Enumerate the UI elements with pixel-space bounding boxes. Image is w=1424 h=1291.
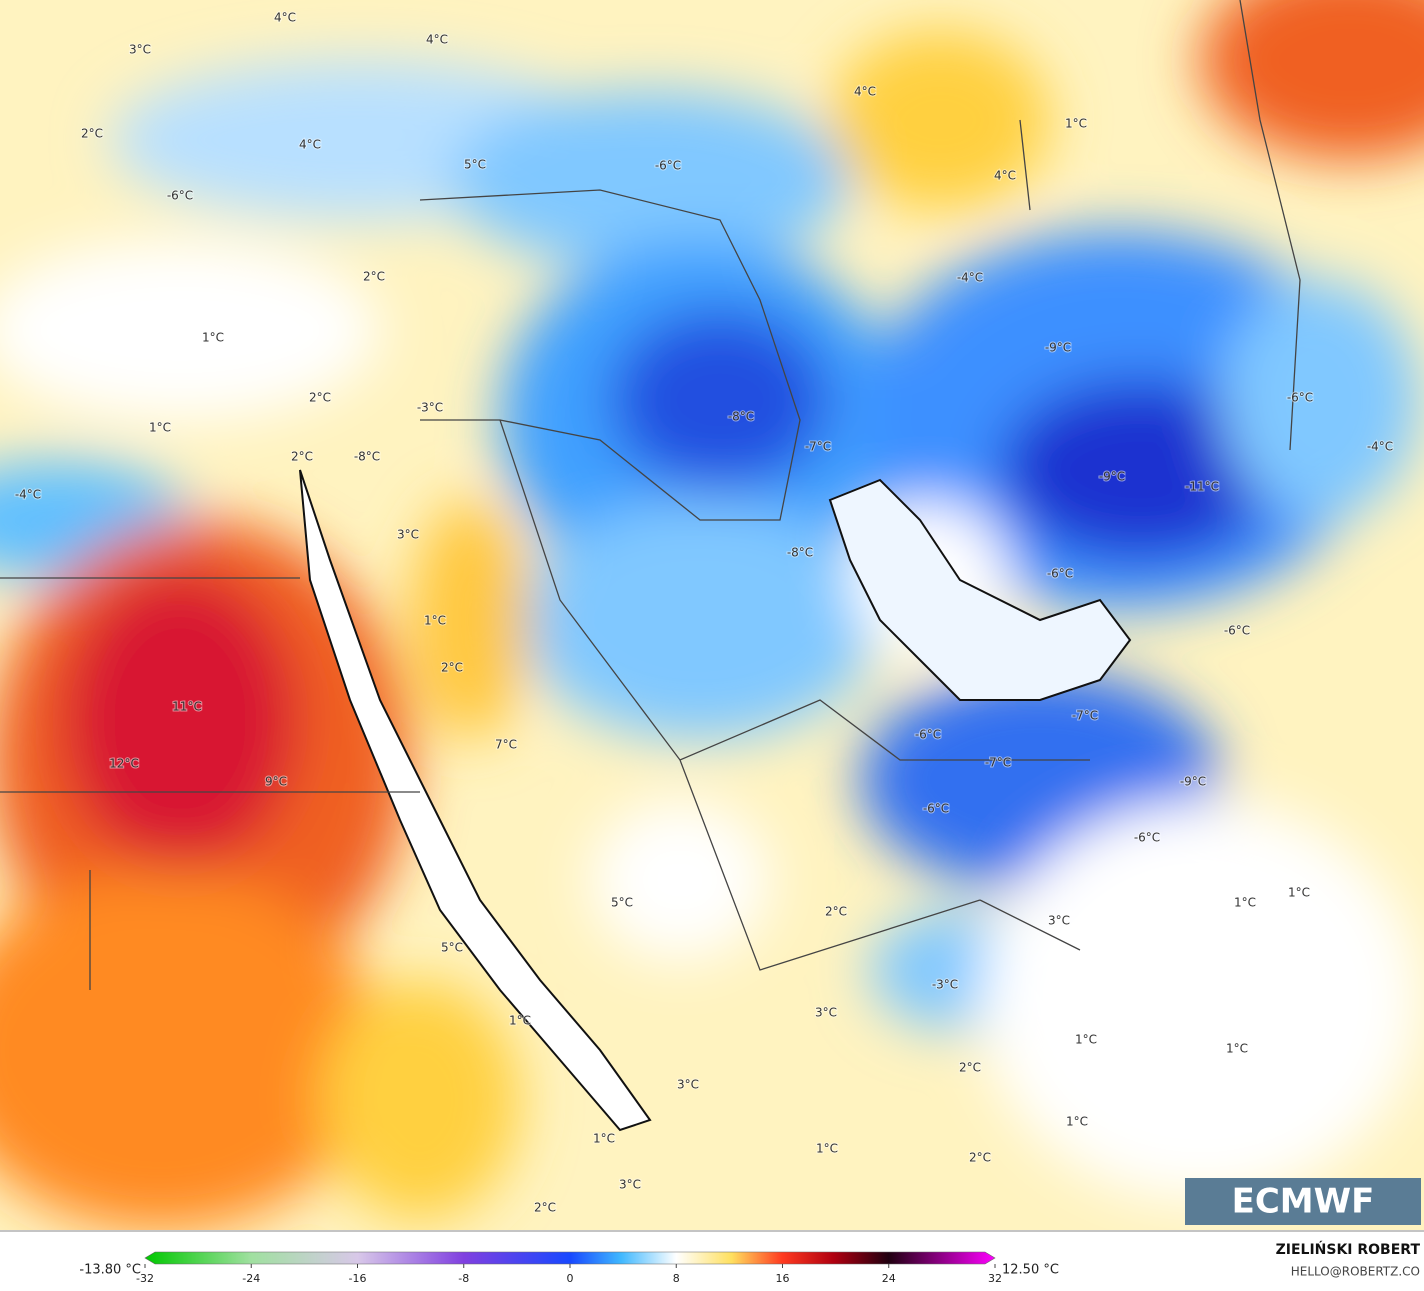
temperature-label: -4°C: [15, 488, 41, 502]
colorbar-min: -13.80 °C: [79, 1263, 141, 1278]
colorbar-ticks: -32 -24 -16 -8 0 8 16 24 32: [136, 1264, 1002, 1285]
temperature-label: 1°C: [202, 331, 224, 345]
temperature-label: -6°C: [1134, 831, 1160, 845]
temperature-label: -3°C: [417, 401, 443, 415]
temperature-label: 2°C: [825, 905, 847, 919]
temperature-label: 3°C: [815, 1006, 837, 1020]
temperature-label: -7°C: [1072, 709, 1098, 723]
temperature-label: 1°C: [816, 1142, 838, 1156]
temperature-label: 3°C: [677, 1078, 699, 1092]
temperature-label: 1°C: [424, 614, 446, 628]
temperature-label: -9°C: [1045, 341, 1071, 355]
temperature-label: -3°C: [932, 978, 958, 992]
temperature-label: -8°C: [354, 450, 380, 464]
temperature-field: [0, 0, 1424, 1230]
temperature-label: 4°C: [274, 11, 296, 25]
temperature-label: -6°C: [915, 728, 941, 742]
temperature-label: 2°C: [534, 1201, 556, 1215]
temperature-label: 2°C: [441, 661, 463, 675]
temperature-label: 5°C: [441, 941, 463, 955]
colorbar-tick-label: 32: [988, 1272, 1002, 1285]
temperature-label: 1°C: [1234, 896, 1256, 910]
temperature-label: 1°C: [149, 421, 171, 435]
temperature-label: 4°C: [994, 169, 1016, 183]
colorbar-tick-label: -16: [349, 1272, 367, 1285]
temperature-label: 2°C: [969, 1151, 991, 1165]
colorbar: [144, 1251, 996, 1265]
temperature-label: -4°C: [957, 271, 983, 285]
logo: ECMWF: [1232, 1182, 1375, 1222]
colorbar-tick-label: -8: [458, 1272, 469, 1285]
colorbar-tick-label: 0: [567, 1272, 574, 1285]
temperature-labels: 4°C 3°C 4°C 2°C 4°C 5°C -6°C -6°C 4°C 1°C 4°C -4°C 2…: [14, 10, 1394, 1216]
temperature-label: 1°C: [1288, 886, 1310, 900]
temperature-label: 4°C: [854, 85, 876, 99]
colorbar-tick-label: 16: [776, 1272, 790, 1285]
borders: [0, 0, 1301, 990]
temperature-label: 4°C: [299, 138, 321, 152]
temperature-label: -6°C: [1047, 567, 1073, 581]
temperature-label: 1°C: [593, 1132, 615, 1146]
temperature-label: 1°C: [509, 1014, 531, 1028]
colorbar-tick-label: -32: [136, 1272, 154, 1285]
red-sea: [299, 469, 652, 1132]
temperature-label: 1°C: [1066, 1115, 1088, 1129]
temperature-label: 2°C: [959, 1061, 981, 1075]
temperature-label: -9°C: [1099, 470, 1125, 484]
temperature-label: -8°C: [787, 546, 813, 560]
contact: HELLO@ROBERTZ.CO: [1291, 1265, 1420, 1279]
temperature-label: -6°C: [1287, 391, 1313, 405]
temperature-label: -7°C: [805, 440, 831, 454]
temperature-label: 3°C: [619, 1178, 641, 1192]
persian-gulf: [828, 478, 1132, 701]
temperature-label: 9°C: [265, 775, 287, 789]
colorbar-tick-label: 8: [673, 1272, 680, 1285]
temperature-label: 3°C: [397, 528, 419, 542]
temperature-label: 5°C: [464, 158, 486, 172]
temperature-label: 2°C: [81, 127, 103, 141]
temperature-label: 3°C: [1048, 914, 1070, 928]
temperature-label: 1°C: [1075, 1033, 1097, 1047]
temperature-label: 1°C: [1065, 117, 1087, 131]
temperature-label: -7°C: [985, 756, 1011, 770]
temperature-label: 3°C: [129, 43, 151, 57]
temperature-label: -9°C: [1180, 775, 1206, 789]
temperature-label: -6°C: [923, 802, 949, 816]
temperature-label: -6°C: [167, 189, 193, 203]
colorbar-tick-label: -24: [242, 1272, 260, 1285]
colorbar-tick-label: 24: [882, 1272, 896, 1285]
temperature-label: 2°C: [309, 391, 331, 405]
temperature-label: -11°C: [1185, 480, 1219, 494]
temperature-label: 12°C: [109, 757, 139, 771]
temperature-label: -6°C: [1224, 624, 1250, 638]
author: ZIELIŃSKI ROBERT: [1276, 1240, 1421, 1258]
temperature-label: -4°C: [1367, 440, 1393, 454]
temperature-label: 1°C: [1226, 1042, 1248, 1056]
temperature-label: -6°C: [655, 159, 681, 173]
temperature-label: 7°C: [495, 738, 517, 752]
temperature-label: 2°C: [291, 450, 313, 464]
temperature-label: -8°C: [728, 410, 754, 424]
temperature-label: 4°C: [426, 33, 448, 47]
colorbar-max: 12.50 °C: [1002, 1263, 1059, 1278]
temperature-label: 5°C: [611, 896, 633, 910]
logo-box: [1185, 1178, 1421, 1225]
temperature-label: 2°C: [363, 270, 385, 284]
temperature-label: 11°C: [172, 700, 202, 714]
